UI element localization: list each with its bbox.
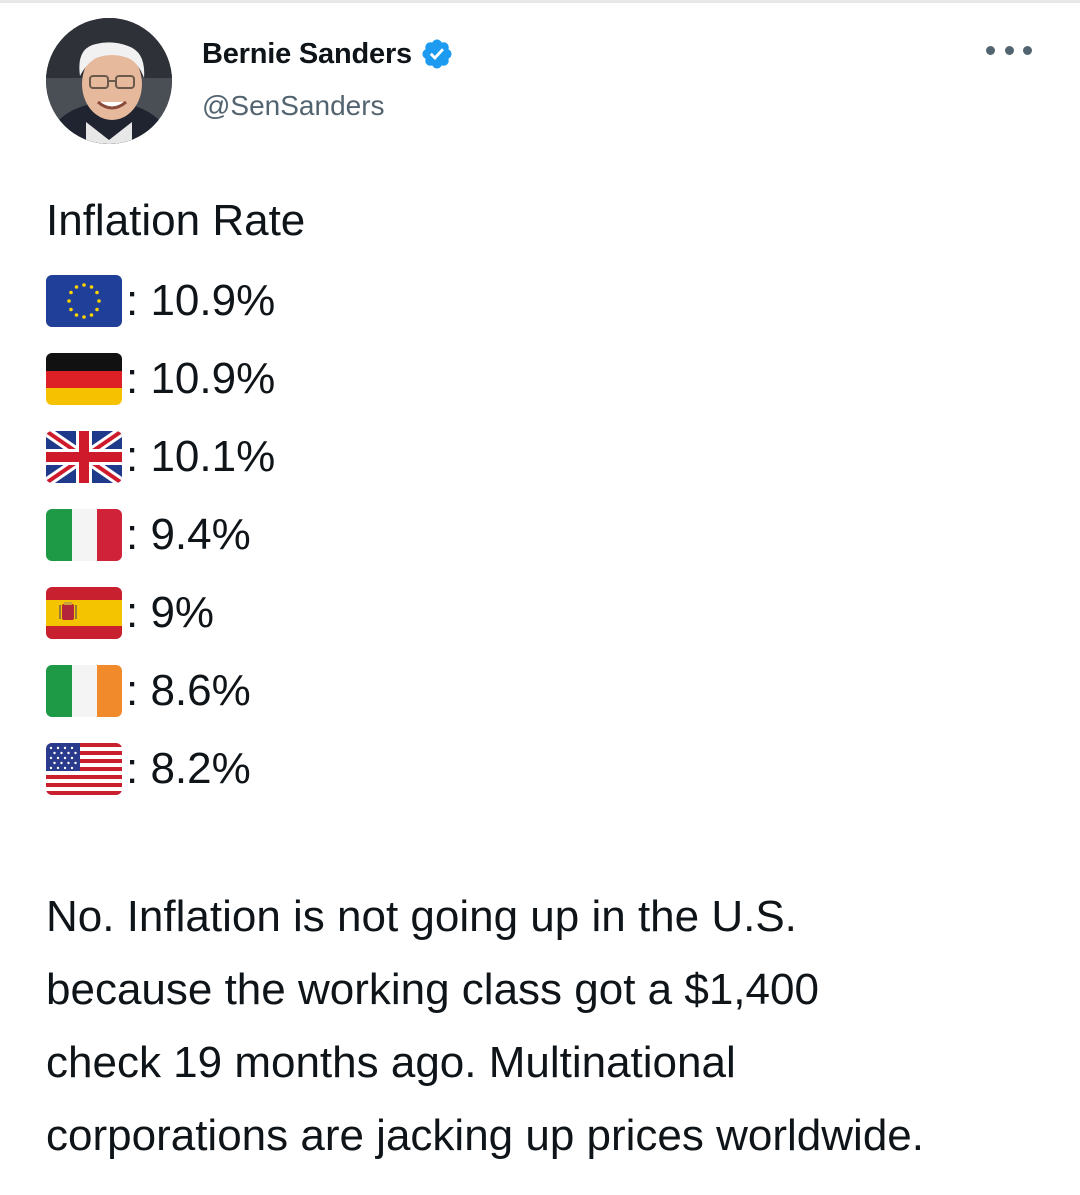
ellipsis-dot bbox=[1004, 45, 1014, 55]
usa-flag-icon bbox=[46, 743, 122, 795]
ellipsis-dot bbox=[1023, 45, 1032, 55]
avatar[interactable] bbox=[46, 18, 172, 144]
tweet-title: Inflation Rate bbox=[46, 196, 306, 245]
rate-row-ireland: : 8.6% bbox=[46, 652, 646, 730]
author-display-name[interactable]: Bernie Sanders bbox=[202, 37, 412, 70]
ellipsis-icon[interactable] bbox=[986, 40, 1032, 60]
author-handle[interactable]: @SenSanders bbox=[202, 90, 385, 121]
germany-flag-icon bbox=[46, 353, 122, 405]
rate-value: : 9.4% bbox=[126, 510, 251, 559]
rate-row-uk: : 10.1% bbox=[46, 418, 646, 496]
rate-value: : 8.2% bbox=[126, 744, 251, 793]
verified-badge-icon bbox=[420, 37, 454, 71]
tweet-header: Bernie Sanders @SenSanders bbox=[46, 18, 1036, 148]
tweet-body-line: check 19 months ago. Multinational bbox=[46, 1038, 736, 1087]
author-block: Bernie Sanders @SenSanders bbox=[202, 34, 454, 122]
tweet-body-line: No. Inflation is not going up in the U.S… bbox=[46, 892, 797, 941]
rate-value: : 9% bbox=[126, 588, 215, 637]
uk-flag-icon bbox=[46, 431, 122, 483]
rate-value: : 10.1% bbox=[126, 432, 276, 481]
ireland-flag-icon bbox=[46, 665, 122, 717]
rate-value: : 10.9% bbox=[126, 276, 276, 325]
rate-row-usa: : 8.2% bbox=[46, 730, 646, 808]
tweet-body-line: corporations are jacking up prices world… bbox=[46, 1111, 924, 1160]
rate-value: : 8.6% bbox=[126, 666, 251, 715]
ellipsis-dot bbox=[986, 45, 995, 55]
rate-value: : 10.9% bbox=[126, 354, 276, 403]
tweet-body-line: because the working class got a $1,400 bbox=[46, 965, 819, 1014]
author-name-row: Bernie Sanders bbox=[202, 34, 454, 74]
eu-flag-icon bbox=[46, 275, 122, 327]
top-divider bbox=[0, 0, 1080, 3]
italy-flag-icon bbox=[46, 509, 122, 561]
rate-row-spain: : 9% bbox=[46, 574, 646, 652]
inflation-rate-list: : 10.9% : 10.9% : 10.1% bbox=[46, 262, 646, 808]
rate-row-eu: : 10.9% bbox=[46, 262, 646, 340]
spain-flag-icon bbox=[46, 587, 122, 639]
tweet-body: No. Inflation is not going up in the U.S… bbox=[46, 880, 1046, 1172]
rate-row-italy: : 9.4% bbox=[46, 496, 646, 574]
rate-row-germany: : 10.9% bbox=[46, 340, 646, 418]
